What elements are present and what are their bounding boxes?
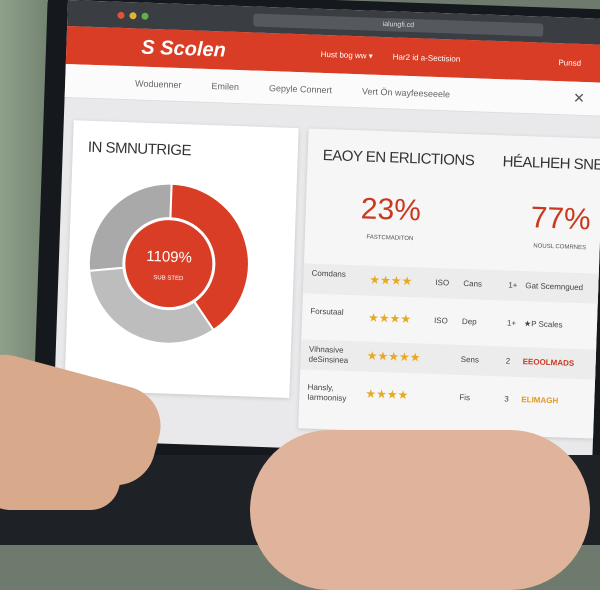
row-number: 2 xyxy=(505,356,511,366)
row-number: 1+ xyxy=(506,318,517,328)
address-bar[interactable]: ialungfi.cd xyxy=(253,12,544,37)
rating-row: Hansly, Iarmoonisy ★★★★ Fis 3 ELIMAGH xyxy=(299,377,600,417)
header-nav-item[interactable]: Hust bog ww ▾ xyxy=(320,49,373,61)
header-account[interactable]: Punsd xyxy=(558,57,582,68)
close-dot[interactable] xyxy=(117,11,125,19)
row-note: ISO xyxy=(435,277,450,288)
stats-card: EAOY EN ERLICTIONS HÉALHEH SNE 23% FASTC… xyxy=(298,128,600,439)
rating-row: Comdans ★★★★ ISO Cans 1+ Gat Scemngued xyxy=(302,263,600,304)
nav-item[interactable]: Vert Ön wayfeeseeele xyxy=(361,85,451,99)
stat-right: 77% NOUSL COMRNES xyxy=(500,200,600,252)
stat-value: 77% xyxy=(530,201,592,237)
laptop-screen: ialungfi.cd S Scolen Hust bog ww ▾ Har2 … xyxy=(52,0,600,459)
donut-center xyxy=(122,217,216,311)
maximize-dot[interactable] xyxy=(141,12,149,20)
nav-item[interactable]: Gepyle Connert xyxy=(268,82,333,95)
star-rating: ★★★★ xyxy=(367,310,412,327)
row-number: 3 xyxy=(504,394,509,404)
row-status: ELIMAGH xyxy=(521,395,559,406)
row-column: Dep xyxy=(461,316,477,327)
donut-card: IN SMNUTRIGE 1109% SUB STED xyxy=(64,120,299,398)
row-label: Vihnasive deSinsinea xyxy=(308,344,349,365)
header-nav-item[interactable]: Har2 id a-Sectision xyxy=(392,51,461,64)
row-note: ISO xyxy=(433,315,448,326)
donut-sublabel: SUB STED xyxy=(153,275,184,282)
row-column: Cans xyxy=(463,278,483,289)
minimize-dot[interactable] xyxy=(129,11,137,19)
nav-item[interactable]: Woduenner xyxy=(134,77,182,90)
star-rating: ★★★★ xyxy=(369,272,413,289)
card-title: IN SMNUTRIGE xyxy=(87,138,192,160)
card-title-right: HÉALHEH SNE xyxy=(502,153,600,174)
row-label: Forsutaal xyxy=(310,306,344,317)
card-title-left: EAOY EN ERLICTIONS xyxy=(322,146,475,170)
row-label: Hansly, Iarmoonisy xyxy=(307,382,347,403)
star-rating: ★★★★★ xyxy=(366,348,421,365)
donut-chart: 1109% SUB STED xyxy=(87,182,250,345)
stat-left: 23% FASTCMADITON xyxy=(330,191,452,243)
row-number: 1+ xyxy=(508,280,518,290)
row-column: Sens xyxy=(460,354,480,365)
right-hand xyxy=(250,430,590,590)
left-fingers xyxy=(0,450,120,510)
site-logo[interactable]: S Scolen xyxy=(141,36,227,62)
stat-label: NOUSL COMRNES xyxy=(533,243,587,252)
user-icon[interactable]: ✕ xyxy=(572,89,586,107)
rating-row: Forsutaal ★★★★ ISO Dep 1+ ★P Scales xyxy=(302,301,600,341)
donut-label: 1109% xyxy=(146,248,192,267)
row-column: Fis xyxy=(459,392,471,403)
row-status: EEOOLMADS xyxy=(522,357,575,368)
row-label: Comdans xyxy=(311,268,347,279)
star-rating: ★★★★ xyxy=(365,386,409,403)
row-status: Gat Scemngued xyxy=(525,281,584,293)
rating-row: Vihnasive deSinsinea ★★★★★ Sens 2 EEOOLMADS xyxy=(300,339,600,380)
stat-label: FASTCMADITON xyxy=(366,234,414,243)
nav-item[interactable]: Emilen xyxy=(211,80,240,92)
row-status: ★P Scales xyxy=(523,319,563,330)
stat-value: 23% xyxy=(360,192,422,228)
